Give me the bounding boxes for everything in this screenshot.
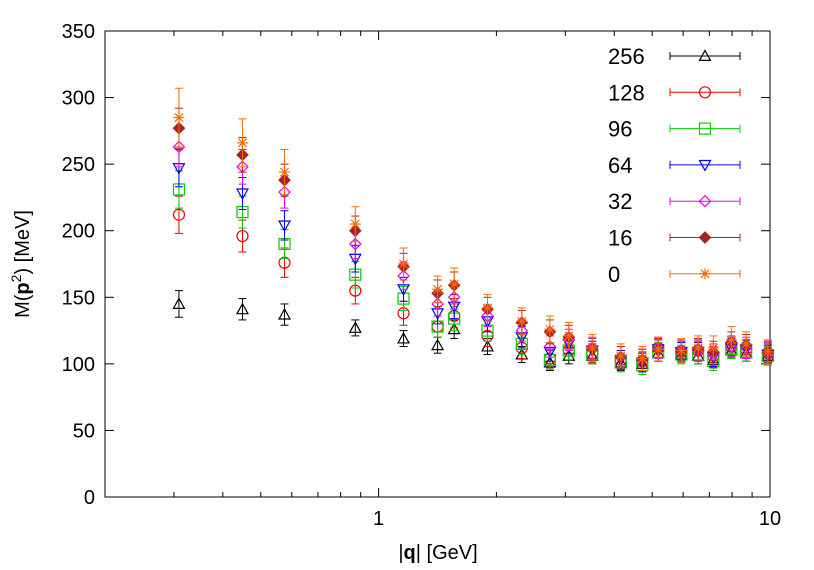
- data-point: [543, 340, 557, 353]
- data-point: [279, 166, 291, 178]
- legend-marker: [698, 231, 712, 244]
- data-point: [652, 343, 664, 355]
- legend-marker: [699, 268, 711, 280]
- data-point: [675, 345, 687, 357]
- data-point: [544, 323, 556, 335]
- legend-label: 256: [608, 44, 645, 69]
- legend-label: 128: [608, 80, 645, 105]
- plot-frame: [104, 30, 771, 498]
- data-point: [707, 342, 719, 354]
- legend-item-0: 0: [608, 262, 741, 287]
- y-tick-label: 300: [62, 88, 95, 110]
- legend-item-96: 96: [608, 117, 741, 142]
- data-point: [173, 112, 185, 124]
- data-point: [431, 297, 444, 311]
- y-axis-label: M(p2) [MeV]: [8, 210, 34, 318]
- data-point: [172, 297, 186, 309]
- data-point: [447, 290, 461, 304]
- error-bar: [238, 298, 247, 321]
- legend-item-256: 256: [608, 44, 741, 69]
- data-point: [740, 338, 752, 350]
- data-point: [447, 322, 461, 335]
- data-point: [236, 229, 249, 243]
- x-tick-label: 10: [759, 508, 781, 530]
- legend-line: [669, 52, 741, 60]
- data-point: [516, 315, 528, 327]
- legend-line: [669, 197, 741, 206]
- data-point: [398, 258, 410, 270]
- series-32: [172, 126, 775, 372]
- legend-label: 96: [608, 117, 632, 142]
- legend-item-128: 128: [608, 80, 741, 105]
- data-point: [235, 188, 249, 201]
- y-tick-label: 250: [62, 154, 95, 176]
- data-point: [397, 269, 410, 283]
- legend-marker: [698, 86, 712, 99]
- data-point: [397, 331, 411, 344]
- data-point: [172, 140, 186, 154]
- data-point: [725, 334, 737, 346]
- y-tick-label: 0: [84, 487, 95, 509]
- data-point: [762, 346, 774, 358]
- data-point: [348, 321, 362, 333]
- legend-marker: [698, 159, 712, 172]
- legend-item-16: 16: [608, 226, 741, 251]
- legend-line: [669, 124, 741, 133]
- data-point: [431, 338, 445, 351]
- series-16: [172, 107, 775, 372]
- ticks: 0 50 100 150 200 250 300 350 1 10: [62, 21, 782, 530]
- legend-label: 0: [608, 262, 620, 287]
- legend-marker: [698, 122, 712, 135]
- x-tick-label: 1: [373, 508, 384, 530]
- legend-line: [669, 160, 741, 169]
- y-tick-label: 150: [62, 287, 95, 309]
- series-layer: [172, 87, 775, 376]
- data-point: [563, 330, 575, 342]
- data-point: [448, 278, 460, 290]
- error-bar: [280, 303, 289, 326]
- y-tick-label: 200: [62, 221, 95, 243]
- legend-marker: [698, 194, 712, 208]
- error-bar: [174, 290, 183, 318]
- y-tick-label: 100: [62, 354, 95, 376]
- data-point: [482, 302, 494, 314]
- legend-marker: [698, 49, 712, 62]
- legend-label: 16: [608, 226, 632, 251]
- data-point: [235, 302, 249, 315]
- data-point: [615, 350, 627, 362]
- data-point: [349, 218, 361, 230]
- data-point: [586, 342, 598, 354]
- data-point: [692, 342, 704, 354]
- data-point: [480, 339, 495, 352]
- x-axis-label: |q| [GeV]: [398, 542, 477, 564]
- y-tick-label: 350: [62, 21, 95, 43]
- error-bar: [280, 210, 289, 241]
- legend-label: 32: [608, 189, 632, 214]
- data-point: [432, 283, 444, 295]
- axes: [104, 30, 771, 498]
- data-point: [636, 353, 648, 365]
- data-point: [277, 220, 292, 233]
- legend-item-32: 32: [608, 189, 741, 214]
- y-tick-label: 50: [73, 420, 95, 442]
- data-point: [172, 208, 186, 221]
- legend-line: [669, 88, 741, 97]
- series-0: [173, 87, 774, 372]
- legend-label: 64: [608, 153, 632, 178]
- data-point: [277, 307, 292, 320]
- legend-item-64: 64: [608, 153, 741, 178]
- data-point: [236, 137, 248, 149]
- legend: 256 128 96 64 32 16 0: [608, 44, 741, 287]
- series-128: [172, 195, 774, 372]
- data-point: [348, 237, 362, 251]
- data-point: [278, 185, 291, 199]
- data-point: [515, 324, 529, 337]
